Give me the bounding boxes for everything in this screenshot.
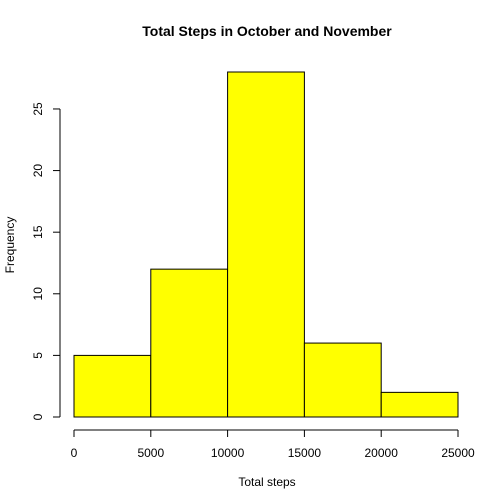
y-axis: 0 5 10 15 20 25 <box>31 102 61 420</box>
x-tick-label: 25000 <box>441 446 475 460</box>
y-tick-label: 0 <box>31 413 45 420</box>
x-tick-label: 15000 <box>288 446 322 460</box>
x-tick-label: 20000 <box>365 446 399 460</box>
x-axis: 0 5000 10000 15000 20000 25000 <box>71 429 475 460</box>
x-tick-label: 5000 <box>137 446 164 460</box>
x-tick-label: 0 <box>71 446 78 460</box>
histogram-bar <box>227 71 305 418</box>
y-tick-label: 10 <box>31 287 45 301</box>
histogram-bar <box>150 268 229 418</box>
x-tick-label: 10000 <box>211 446 245 460</box>
y-tick-label: 15 <box>31 225 45 239</box>
histogram-bar <box>303 342 382 418</box>
y-tick-label: 5 <box>31 352 45 359</box>
x-axis-label: Total steps <box>238 475 295 489</box>
histogram-bar <box>73 354 152 418</box>
bars-group <box>73 71 459 418</box>
y-tick-label: 20 <box>31 164 45 178</box>
histogram-bar <box>380 391 459 418</box>
y-axis-label: Frequency <box>3 217 17 274</box>
chart-title: Total Steps in October and November <box>142 23 392 39</box>
y-tick-label: 25 <box>31 102 45 116</box>
